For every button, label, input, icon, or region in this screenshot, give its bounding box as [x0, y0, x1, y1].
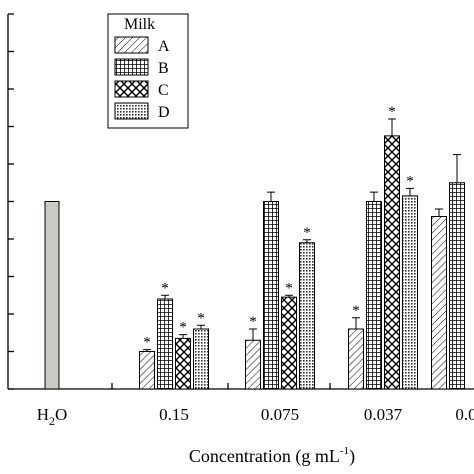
bar-b	[157, 298, 173, 390]
significance-star: *	[352, 303, 360, 319]
x-tick-label: 0.0	[455, 405, 474, 424]
bar-control	[44, 201, 60, 390]
significance-star: *	[285, 280, 293, 296]
significance-star: *	[406, 173, 414, 189]
x-tick-label: 0.15	[159, 405, 189, 424]
legend-swatch-c	[114, 80, 149, 98]
legend-swatch-a	[114, 36, 149, 54]
significance-star: *	[388, 104, 396, 120]
legend-title: Milk	[124, 16, 155, 33]
x-tick-label: 0.037	[364, 405, 403, 424]
significance-star: *	[161, 280, 169, 296]
legend-label: D	[158, 104, 170, 121]
bar-d	[402, 195, 418, 390]
significance-star: *	[197, 310, 205, 326]
bars	[44, 135, 465, 390]
bar-d	[299, 242, 315, 390]
bar-b	[366, 201, 382, 390]
legend-label: B	[158, 60, 169, 77]
bar-d	[193, 328, 209, 390]
x-axis-title-main: Concentration (g mL	[189, 446, 340, 467]
legend-label: A	[158, 38, 170, 55]
bar-a	[348, 328, 364, 390]
significance-star: *	[249, 314, 257, 330]
significance-star: *	[179, 320, 187, 336]
legend-swatch-b	[114, 58, 149, 76]
x-axis-title: Concentration (g mL-1)	[189, 445, 355, 467]
bar-b	[263, 201, 279, 390]
x-axis-title-superscript: -1	[340, 445, 349, 457]
significance-markers: * * * * * * * * * *	[143, 104, 414, 351]
legend-label: C	[158, 82, 169, 99]
legend-swatch-d	[114, 102, 149, 120]
bar-a	[431, 216, 447, 390]
significance-star: *	[143, 335, 151, 351]
bar-a	[245, 339, 261, 390]
error-bars	[143, 118, 461, 352]
x-tick-label: 0.075	[261, 405, 299, 424]
bar-c	[281, 296, 297, 390]
x-axis-title-close: )	[349, 446, 355, 467]
x-tick-labels: H2O 0.15 0.075 0.037 0.0	[37, 405, 474, 428]
bar-c	[175, 337, 191, 390]
x-tick-label: H2O	[37, 405, 68, 428]
bar-b	[449, 182, 465, 390]
significance-star: *	[303, 225, 311, 241]
bar-c	[384, 135, 400, 390]
bar-a	[139, 351, 155, 390]
